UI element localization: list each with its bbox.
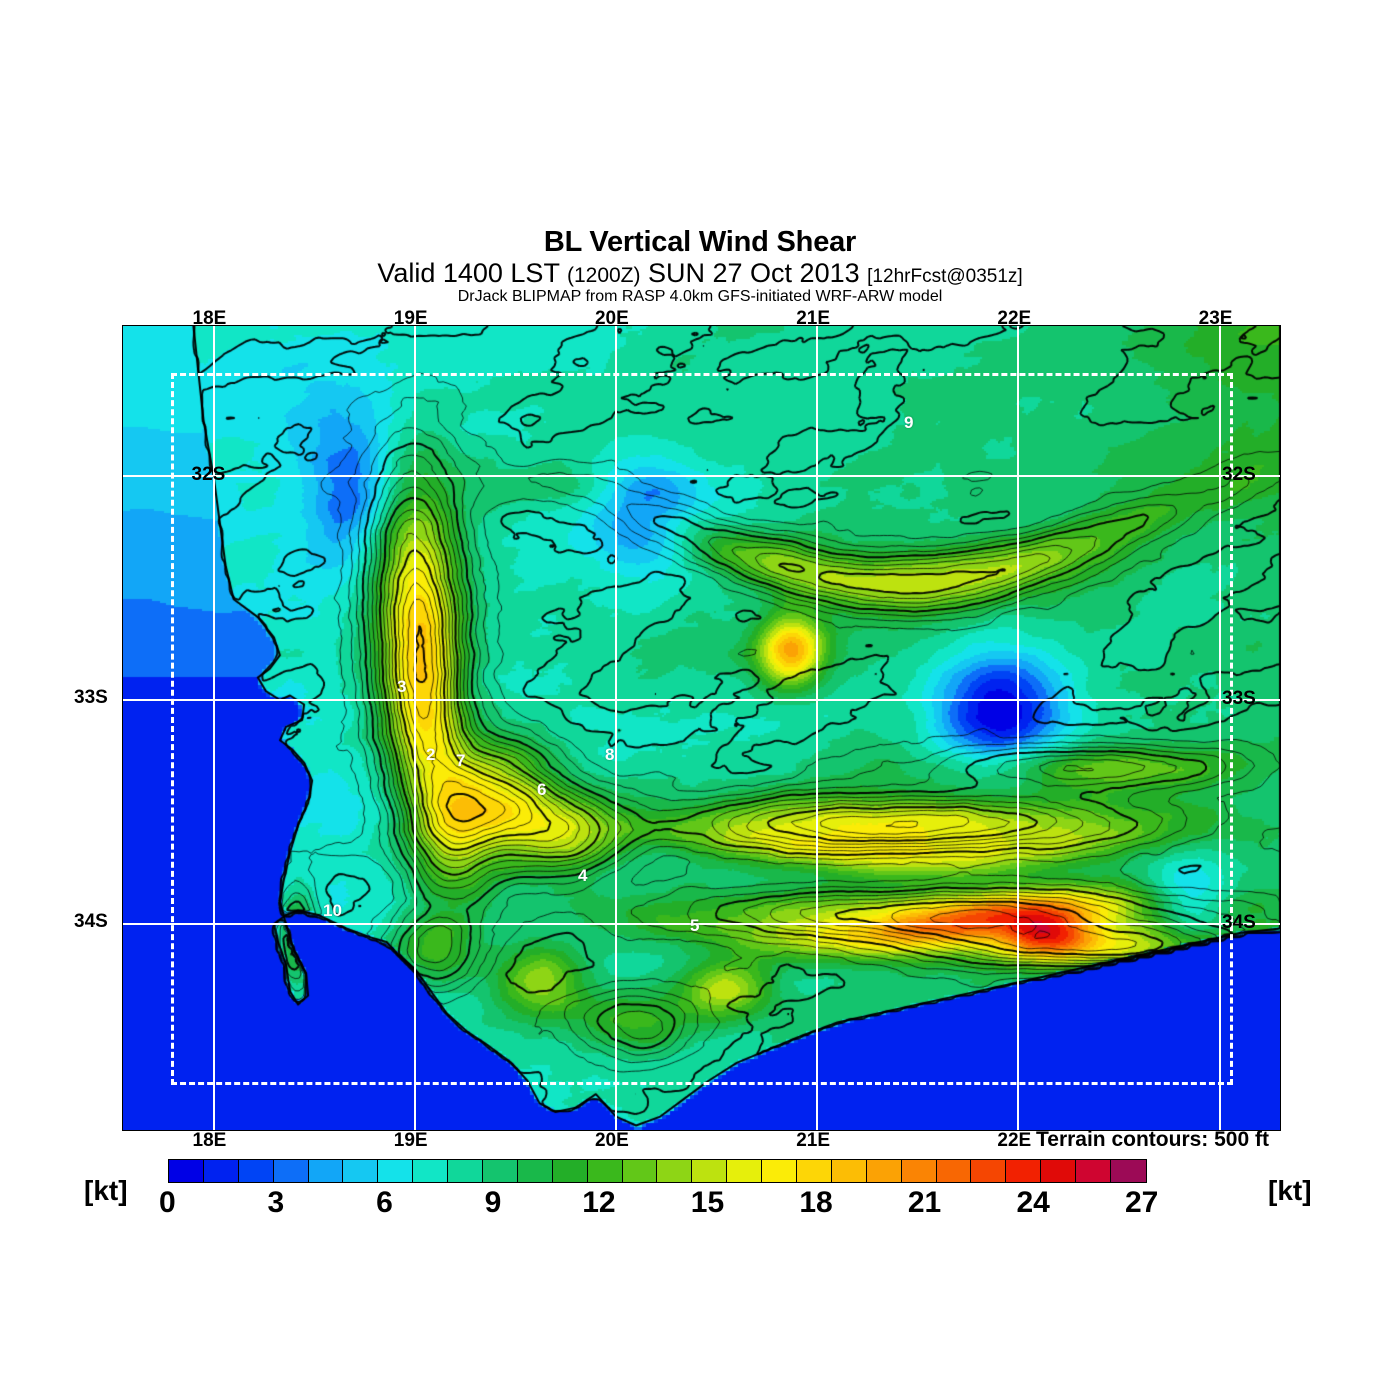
colorbar-band	[1006, 1160, 1042, 1182]
waypoint-marker: 3	[397, 677, 407, 696]
colorbar-tick-9: 9	[484, 1186, 502, 1219]
colorbar-unit-right: [kt]	[1268, 1175, 1312, 1206]
terrain-contour-note: Terrain contours: 500 ft	[1036, 1128, 1269, 1151]
colorbar-tick-0: 0	[159, 1186, 176, 1219]
colorbar-band	[169, 1160, 204, 1182]
valid-utc: (1200Z)	[566, 263, 641, 287]
lon-tick-top-23E: 23E	[1198, 308, 1233, 329]
colorbar-band	[1076, 1160, 1112, 1182]
colorbar-band	[413, 1160, 449, 1182]
map-canvas-stack	[123, 326, 1280, 1130]
graticule-parallel-34S	[123, 922, 1280, 925]
valid-prefix: Valid 1400 LST	[377, 257, 560, 288]
lat-tick-right-32S: 32S	[1222, 464, 1256, 486]
graticule-parallel-32S	[123, 475, 1280, 478]
colorbar-band	[727, 1160, 763, 1182]
waypoint-marker: 6	[537, 780, 547, 799]
graticule-meridian-21E	[816, 326, 819, 1130]
colorbar-band	[797, 1160, 832, 1182]
colorbar-band	[483, 1160, 518, 1182]
coastline-canvas	[123, 326, 1280, 1130]
colorbar-tick-6: 6	[376, 1186, 393, 1219]
colorbar-band	[552, 1160, 588, 1182]
colorbar-band	[762, 1160, 798, 1182]
lon-tick-bottom-21E: 21E	[796, 1130, 830, 1151]
colorbar-band	[448, 1160, 484, 1182]
lon-tick-top-18E: 18E	[192, 308, 227, 329]
colorbar-tick-21: 21	[907, 1186, 942, 1219]
waypoint-marker: 7	[456, 751, 466, 770]
lon-tick-top-22E: 22E	[997, 308, 1032, 329]
page-title: BL Vertical Wind Shear	[543, 226, 857, 258]
colorbar[interactable]	[168, 1159, 1147, 1183]
graticule-meridian-22E	[1017, 326, 1020, 1130]
graticule-meridian-23E	[1218, 326, 1221, 1130]
colorbar-tick-3: 3	[267, 1186, 285, 1219]
colorbar-tick-18: 18	[799, 1186, 833, 1219]
valid-date: SUN 27 Oct 2013	[648, 257, 860, 288]
waypoint-marker: 2	[426, 745, 436, 764]
model-description: DrJack BLIPMAP from RASP 4.0km GFS-initi…	[457, 287, 943, 305]
colorbar-band	[657, 1160, 693, 1182]
graticule-meridian-20E	[614, 326, 617, 1130]
colorbar-band	[866, 1160, 902, 1182]
graticule-parallel-33S	[123, 699, 1280, 701]
waypoint-marker: 9	[904, 413, 914, 432]
colorbar-band	[343, 1160, 379, 1182]
colorbar-band	[1111, 1160, 1146, 1182]
lat-tick-left-32S: 32S	[191, 464, 226, 486]
colorbar-band	[692, 1160, 728, 1182]
title-block: BL Vertical Wind Shear Valid 1400 LST (1…	[0, 226, 1400, 306]
colorbar-band	[203, 1160, 239, 1182]
colorbar-band	[378, 1160, 414, 1182]
waypoint-marker: 10	[323, 901, 342, 920]
colorbar-band	[622, 1160, 658, 1182]
colorbar-band	[901, 1160, 937, 1182]
colorbar-band	[1041, 1160, 1077, 1182]
lat-tick-left-34S: 34S	[74, 910, 108, 932]
graticule-meridian-18E	[212, 326, 215, 1130]
colorbar-tick-15: 15	[690, 1186, 725, 1219]
colorbar-tick-27: 27	[1125, 1186, 1159, 1219]
lat-tick-right-33S: 33S	[1222, 688, 1256, 709]
lon-tick-bottom-22E: 22E	[997, 1130, 1032, 1151]
lon-tick-bottom-20E: 20E	[594, 1130, 629, 1151]
waypoint-marker: 4	[578, 866, 588, 885]
map-plot-area[interactable]: 9 3 2 7 8 6 4 10 5 32S 32S 33S 34S	[122, 325, 1281, 1131]
lon-tick-top-20E: 20E	[594, 308, 629, 329]
lon-tick-bottom-19E: 19E	[393, 1130, 428, 1151]
colorbar-band	[971, 1160, 1007, 1182]
lat-tick-left-33S: 33S	[74, 687, 108, 708]
colorbar-unit-left: [kt]	[84, 1175, 128, 1206]
colorbar-band	[273, 1160, 309, 1182]
colorbar-tick-24: 24	[1016, 1186, 1050, 1219]
lon-tick-top-19E: 19E	[393, 308, 428, 329]
colorbar-band	[831, 1160, 867, 1182]
lon-tick-bottom-18E: 18E	[192, 1130, 227, 1151]
colorbar-band	[238, 1160, 274, 1182]
model-domain-box	[171, 373, 1233, 1085]
lat-tick-right-34S: 34S	[1222, 911, 1256, 933]
lon-tick-top-21E: 21E	[796, 308, 830, 329]
colorbar-band	[587, 1160, 623, 1182]
graticule-meridian-19E	[413, 326, 416, 1130]
colorbar-band	[308, 1160, 344, 1182]
forecast-tag: [12hrFcst@0351z]	[867, 265, 1023, 287]
colorbar-band	[517, 1160, 553, 1182]
waypoint-marker: 8	[605, 745, 615, 764]
valid-time-line: Valid 1400 LST (1200Z) SUN 27 Oct 2013 […	[0, 257, 1400, 288]
colorbar-band	[936, 1160, 972, 1182]
colorbar-tick-12: 12	[582, 1186, 616, 1219]
waypoint-marker: 5	[690, 916, 700, 935]
